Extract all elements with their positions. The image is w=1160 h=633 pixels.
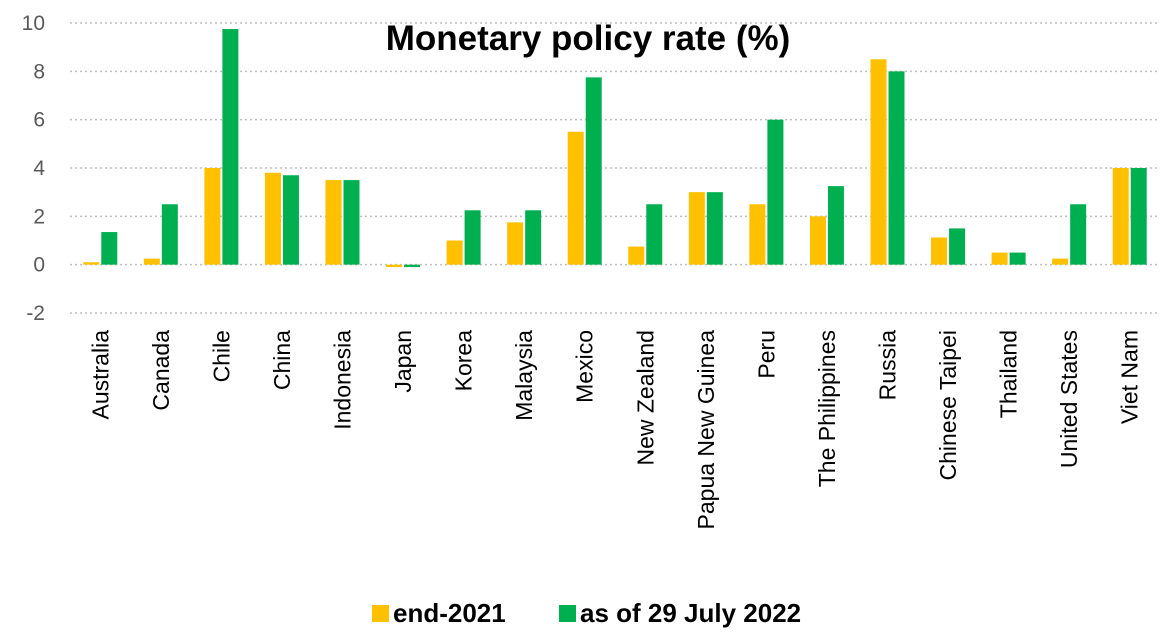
legend: end-2021 as of 29 July 2022	[372, 598, 801, 628]
bar-end-2021-korea	[446, 240, 463, 265]
category-label: Canada	[148, 330, 174, 411]
bar-july-2022-china	[282, 175, 299, 265]
category-label: Indonesia	[330, 330, 356, 430]
bar-end-2021-chile	[204, 168, 221, 265]
bar-end-2021-russia	[870, 59, 887, 265]
legend-swatch	[372, 605, 389, 622]
y-tick-label: 6	[33, 109, 45, 132]
bar-end-2021-peru	[749, 204, 766, 265]
category-label: Malaysia	[511, 330, 537, 421]
category-label: Thailand	[996, 330, 1022, 418]
bar-end-2021-japan	[386, 264, 403, 268]
bar-july-2022-papua-new-guinea	[706, 192, 723, 265]
category-label: Peru	[753, 330, 779, 379]
bar-end-2021-mexico	[567, 131, 584, 265]
bar-end-2021-chinese-taipei	[931, 237, 948, 265]
bar-end-2021-malaysia	[507, 222, 524, 265]
bar-july-2022-indonesia	[343, 180, 360, 265]
legend-swatch	[559, 605, 576, 622]
category-label: United States	[1056, 330, 1082, 468]
x-axis-category-labels: Australia Canada Chile China Indonesia Japan K…	[87, 330, 1142, 530]
category-label: The Philippines	[814, 330, 840, 487]
bar-july-2022-thailand	[1009, 252, 1026, 265]
bar-july-2022-malaysia	[525, 210, 542, 265]
y-tick-label: 8	[33, 60, 45, 83]
bar-july-2022-canada	[161, 204, 178, 265]
y-tick-label: 4	[33, 157, 45, 180]
bar-july-2022-chile	[222, 29, 239, 265]
gridlines	[70, 22, 1160, 314]
category-label: Mexico	[572, 330, 598, 403]
chart-title: Monetary policy rate (%)	[386, 19, 791, 58]
category-label: Chinese Taipei	[935, 330, 961, 480]
bar-july-2022-united-states	[1070, 204, 1087, 265]
bar-end-2021-viet-nam	[1112, 168, 1129, 265]
category-label: Papua New Guinea	[693, 330, 719, 530]
category-label: Korea	[451, 330, 477, 392]
bar-july-2022-viet-nam	[1130, 168, 1147, 265]
bar-end-2021-papua-new-guinea	[688, 192, 705, 265]
category-label: New Zealand	[632, 330, 658, 466]
y-axis-tick-labels: -2 0 2 4 6 8 10	[22, 12, 46, 325]
y-tick-label: -2	[26, 302, 45, 325]
y-tick-label: 10	[22, 12, 45, 35]
bars	[83, 29, 1147, 268]
legend-label: as of 29 July 2022	[580, 598, 801, 628]
bar-july-2022-the-philippines	[827, 186, 844, 265]
bar-july-2022-mexico	[585, 77, 602, 265]
bar-july-2022-australia	[101, 232, 118, 265]
y-tick-label: 0	[33, 254, 45, 277]
bar-july-2022-japan	[404, 264, 421, 268]
y-tick-label: 2	[33, 205, 45, 228]
bar-end-2021-canada	[143, 258, 160, 265]
bar-end-2021-thailand	[991, 252, 1008, 265]
bar-july-2022-russia	[888, 71, 905, 265]
bar-end-2021-united-states	[1052, 258, 1069, 265]
bar-end-2021-the-philippines	[809, 216, 826, 265]
category-label: Viet Nam	[1117, 330, 1143, 424]
bar-end-2021-indonesia	[325, 180, 342, 265]
bar-end-2021-australia	[83, 262, 100, 265]
category-label: Japan	[390, 330, 416, 393]
bar-end-2021-new-zealand	[628, 246, 645, 265]
category-label: Russia	[875, 330, 901, 401]
category-label: Australia	[87, 330, 113, 420]
category-label: China	[269, 330, 295, 390]
bar-july-2022-korea	[464, 210, 481, 265]
bar-end-2021-china	[264, 172, 281, 265]
bar-july-2022-peru	[767, 119, 784, 265]
bar-july-2022-new-zealand	[646, 204, 663, 265]
legend-label: end-2021	[393, 598, 506, 628]
category-label: Chile	[208, 330, 234, 382]
bar-july-2022-chinese-taipei	[949, 228, 966, 265]
